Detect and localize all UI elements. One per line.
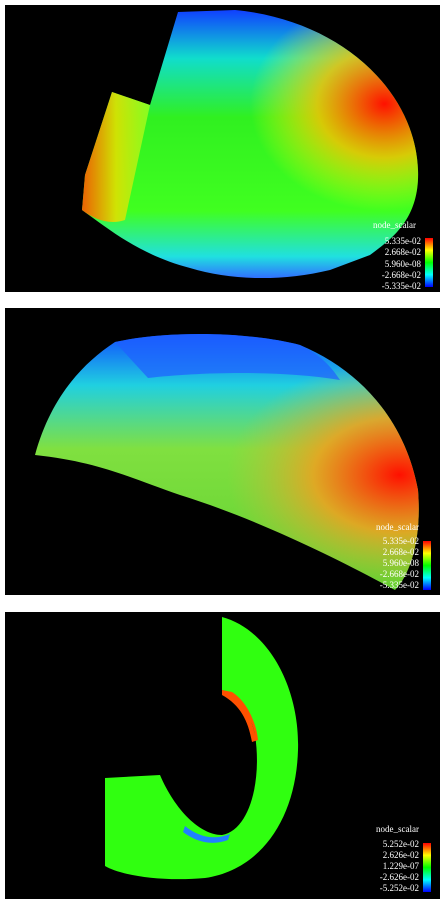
legend-label: 5.335e-02 (385, 236, 421, 246)
legend-label: 5.335e-02 (383, 536, 419, 546)
surface-shade (35, 334, 419, 590)
legend-label: 5.960e-08 (383, 558, 420, 568)
legend-label: 1.229e-07 (383, 861, 420, 871)
legend-label: -2.626e-02 (380, 872, 419, 882)
legend-label: -5.335e-02 (382, 281, 421, 291)
legend-title: node_scalar (376, 824, 419, 834)
legend-title: node_scalar (376, 522, 419, 532)
surface-shade (82, 10, 419, 279)
legend-label: -5.335e-02 (380, 580, 419, 590)
legend-label: -2.668e-02 (380, 569, 419, 579)
surface-fold (115, 334, 340, 380)
color-bar (423, 541, 431, 590)
legend-label: -5.252e-02 (380, 883, 419, 893)
legend-label: -2.668e-02 (382, 270, 421, 280)
legend-title: node_scalar (373, 220, 416, 230)
legend-label: 5.252e-02 (383, 839, 419, 849)
surface (105, 617, 299, 880)
legend-label: 2.626e-02 (383, 850, 419, 860)
legend-label: 5.960e-08 (385, 259, 422, 269)
legend-label: 2.668e-02 (385, 247, 421, 257)
color-bar (423, 843, 431, 892)
legend-label: 2.668e-02 (383, 547, 419, 557)
surface-flap (82, 92, 150, 222)
surface-cold (183, 826, 230, 843)
color-bar (425, 238, 433, 287)
surface-hot (222, 690, 258, 742)
